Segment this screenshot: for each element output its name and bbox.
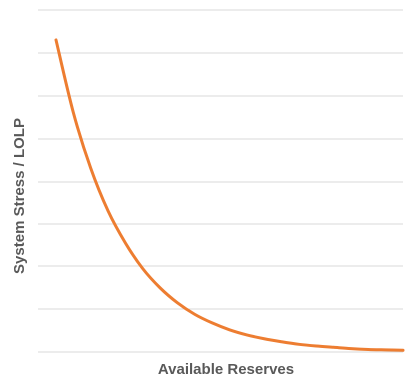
gridlines <box>38 9 403 353</box>
x-axis-label: Available Reserves <box>158 361 294 378</box>
series-line <box>54 38 405 352</box>
y-axis-label: System Stress / LOLP <box>11 118 28 274</box>
